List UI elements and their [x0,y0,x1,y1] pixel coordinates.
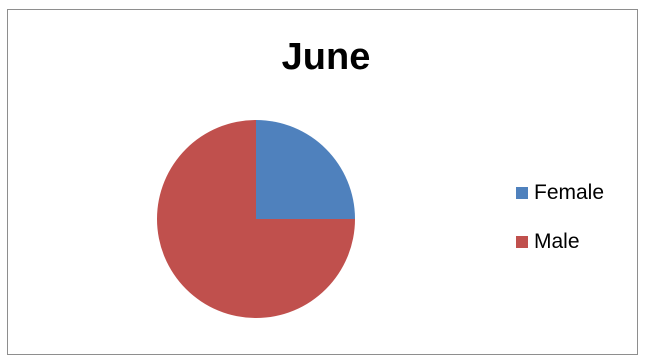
legend-label-male: Male [534,229,580,253]
legend-label-female: Female [534,180,605,204]
pie-slice-male [157,120,355,318]
legend-swatch-female [516,186,528,199]
legend-item-female: Female [516,180,604,205]
pie-chart [157,120,355,318]
legend-swatch-male [516,235,528,248]
chart-title: June [281,36,371,78]
legend-item-male: Male [516,229,604,254]
pie-slice-female [256,120,355,219]
legend: Female Male [516,180,604,278]
